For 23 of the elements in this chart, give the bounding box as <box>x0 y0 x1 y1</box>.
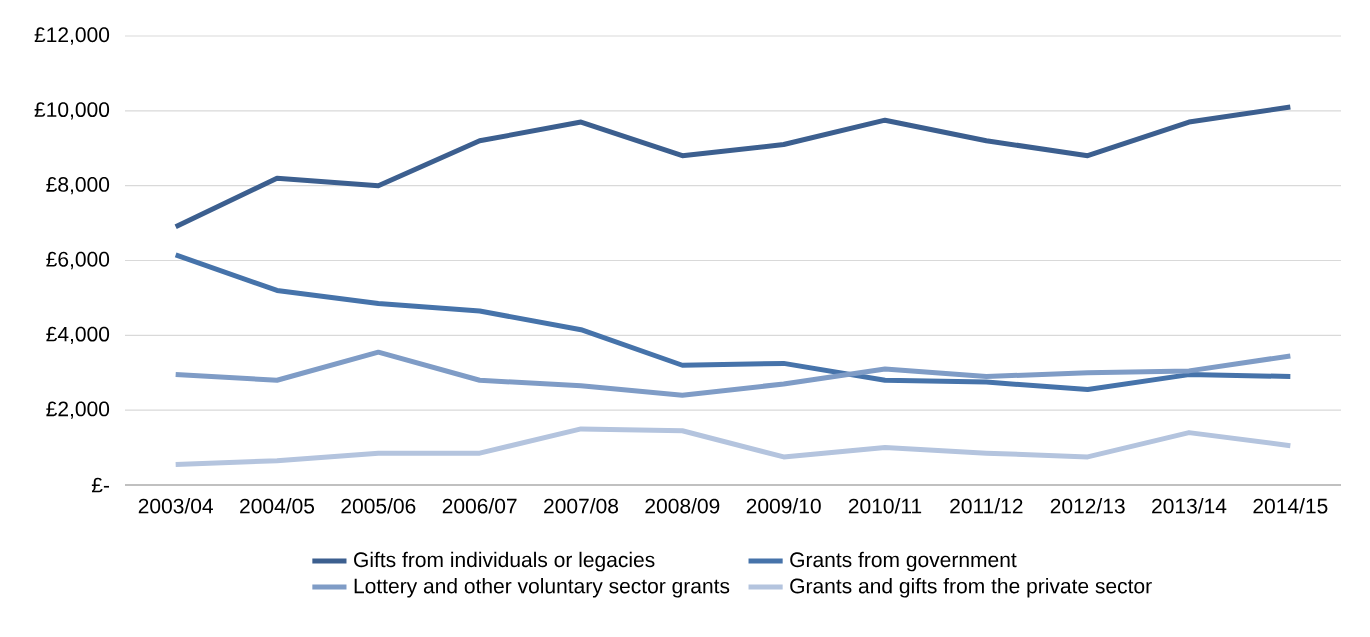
y-tick-label: £6,000 <box>46 251 110 270</box>
x-tick-label: 2003/04 <box>138 498 213 514</box>
x-tick-label: 2014/15 <box>1253 498 1328 514</box>
x-tick-label: 2011/12 <box>950 498 1023 514</box>
x-tick-label: 2012/13 <box>1050 498 1125 514</box>
x-tick-label: 2004/05 <box>240 498 315 514</box>
x-tick-label: 2005/06 <box>341 498 416 514</box>
y-tick-label: £4,000 <box>46 326 110 345</box>
x-tick-label: 2007/08 <box>544 498 619 514</box>
x-tick-label: 2009/10 <box>746 498 821 514</box>
x-tick-label: 2008/09 <box>645 498 720 514</box>
x-tick-label: 2006/07 <box>442 498 517 514</box>
y-tick-label: £2,000 <box>46 401 110 419</box>
legend-label: Gifts from individuals or legacies <box>354 551 655 572</box>
x-tick-label: 2013/14 <box>1152 498 1227 514</box>
y-tick-label: £- <box>91 477 109 493</box>
legend-label: Grants from government <box>790 551 1017 572</box>
x-tick-label: 2010/11 <box>848 498 922 514</box>
y-tick-label: £10,000 <box>34 102 110 120</box>
legend-label: Grants and gifts from the private sector <box>790 577 1152 598</box>
y-tick-label: £8,000 <box>46 177 110 195</box>
y-tick-label: £12,000 <box>34 27 110 45</box>
legend-label: Lottery and other voluntary sector grants <box>354 577 730 598</box>
